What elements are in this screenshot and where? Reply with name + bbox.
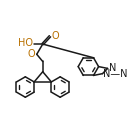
Text: O: O bbox=[52, 31, 59, 41]
Text: N—N: N—N bbox=[103, 69, 128, 79]
Text: HO: HO bbox=[18, 38, 33, 49]
Text: O: O bbox=[27, 49, 35, 59]
Text: N: N bbox=[109, 63, 116, 73]
